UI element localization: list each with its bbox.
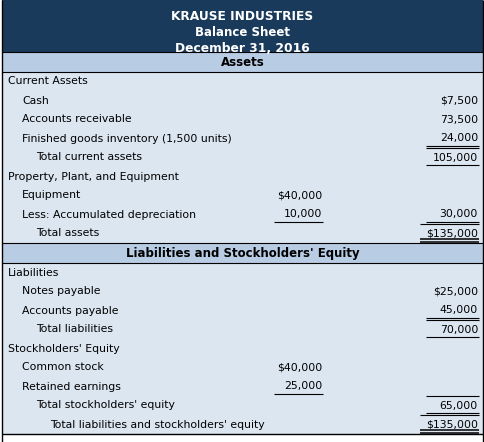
Bar <box>2 167 482 186</box>
Text: Total liabilities and stockholders' equity: Total liabilities and stockholders' equi… <box>50 419 264 430</box>
Text: Cash: Cash <box>22 95 49 106</box>
Text: 105,000: 105,000 <box>432 152 477 163</box>
Bar <box>2 72 482 91</box>
Text: Common stock: Common stock <box>22 362 104 373</box>
Text: Equipment: Equipment <box>22 191 81 201</box>
Text: Finished goods inventory (1,500 units): Finished goods inventory (1,500 units) <box>22 133 231 144</box>
Text: KRAUSE INDUSTRIES: KRAUSE INDUSTRIES <box>171 10 313 23</box>
Text: Total current assets: Total current assets <box>36 152 142 163</box>
Text: Current Assets: Current Assets <box>8 76 88 87</box>
Bar <box>2 224 482 243</box>
Text: Liabilities and Stockholders' Equity: Liabilities and Stockholders' Equity <box>125 247 359 259</box>
Text: 65,000: 65,000 <box>439 400 477 411</box>
Text: $135,000: $135,000 <box>425 419 477 430</box>
Bar <box>2 282 482 301</box>
Text: Accounts receivable: Accounts receivable <box>22 114 131 125</box>
Text: Stockholders' Equity: Stockholders' Equity <box>8 343 120 354</box>
Bar <box>2 91 482 110</box>
Bar <box>2 186 482 205</box>
Bar <box>2 0 482 52</box>
Text: Accounts payable: Accounts payable <box>22 305 118 316</box>
Text: Total stockholders' equity: Total stockholders' equity <box>36 400 175 411</box>
Text: $25,000: $25,000 <box>432 286 477 297</box>
Bar <box>2 358 482 377</box>
Text: 10,000: 10,000 <box>283 210 321 220</box>
Text: $40,000: $40,000 <box>276 191 321 201</box>
Text: Balance Sheet: Balance Sheet <box>195 26 289 39</box>
Text: Less: Accumulated depreciation: Less: Accumulated depreciation <box>22 210 196 220</box>
Bar <box>2 205 482 224</box>
Text: Notes payable: Notes payable <box>22 286 100 297</box>
Bar <box>2 110 482 129</box>
Bar <box>2 263 482 282</box>
Text: Retained earnings: Retained earnings <box>22 381 121 392</box>
Text: Liabilities: Liabilities <box>8 267 59 278</box>
Text: Assets: Assets <box>220 56 264 69</box>
Bar <box>2 52 482 72</box>
Text: 45,000: 45,000 <box>439 305 477 316</box>
Bar <box>2 243 482 263</box>
Text: Total liabilities: Total liabilities <box>36 324 113 335</box>
Text: 73,500: 73,500 <box>439 114 477 125</box>
Text: $40,000: $40,000 <box>276 362 321 373</box>
Text: $135,000: $135,000 <box>425 229 477 239</box>
Bar <box>2 339 482 358</box>
Bar <box>2 301 482 320</box>
Bar <box>2 320 482 339</box>
Text: 30,000: 30,000 <box>439 210 477 220</box>
Text: 25,000: 25,000 <box>283 381 321 392</box>
Text: $7,500: $7,500 <box>439 95 477 106</box>
Text: 70,000: 70,000 <box>439 324 477 335</box>
Text: Property, Plant, and Equipment: Property, Plant, and Equipment <box>8 171 179 182</box>
Bar <box>2 415 482 434</box>
Bar <box>2 148 482 167</box>
Text: December 31, 2016: December 31, 2016 <box>175 42 309 55</box>
Bar <box>2 129 482 148</box>
Bar <box>2 396 482 415</box>
Text: Total assets: Total assets <box>36 229 99 239</box>
Bar <box>2 377 482 396</box>
Text: 24,000: 24,000 <box>439 133 477 144</box>
